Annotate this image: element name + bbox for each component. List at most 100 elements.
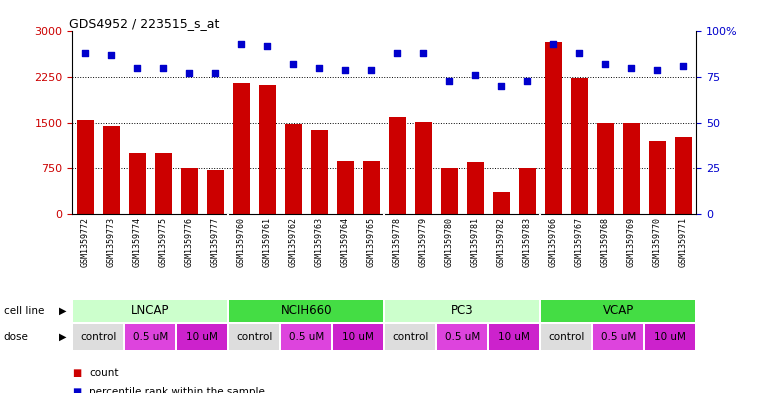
Text: GSM1359766: GSM1359766 xyxy=(549,217,558,267)
Text: GSM1359778: GSM1359778 xyxy=(393,217,402,267)
Bar xyxy=(129,153,146,214)
Text: control: control xyxy=(548,332,584,342)
Bar xyxy=(103,126,119,214)
Text: GSM1359769: GSM1359769 xyxy=(627,217,635,267)
Bar xyxy=(310,130,328,214)
Text: 10 uM: 10 uM xyxy=(342,332,374,342)
Bar xyxy=(77,120,94,214)
Bar xyxy=(73,300,228,322)
Point xyxy=(417,50,429,57)
Bar xyxy=(229,300,384,322)
Point xyxy=(105,52,117,58)
Bar xyxy=(489,325,540,350)
Bar xyxy=(385,300,540,322)
Bar xyxy=(207,170,224,214)
Bar xyxy=(541,325,591,350)
Text: GSM1359783: GSM1359783 xyxy=(523,217,532,267)
Bar xyxy=(337,161,354,214)
Bar xyxy=(154,152,172,214)
Point xyxy=(651,67,664,73)
Text: GSM1359767: GSM1359767 xyxy=(575,217,584,267)
Text: VCAP: VCAP xyxy=(603,304,634,317)
Text: GSM1359782: GSM1359782 xyxy=(497,217,506,267)
Text: percentile rank within the sample: percentile rank within the sample xyxy=(89,387,265,393)
Text: LNCAP: LNCAP xyxy=(131,304,170,317)
Text: GSM1359780: GSM1359780 xyxy=(445,217,454,267)
Text: GSM1359762: GSM1359762 xyxy=(289,217,298,267)
Text: NCIH660: NCIH660 xyxy=(281,304,332,317)
Text: ■: ■ xyxy=(72,387,81,393)
Point xyxy=(183,70,196,77)
Bar xyxy=(285,124,302,214)
Text: PC3: PC3 xyxy=(451,304,473,317)
Bar xyxy=(229,325,279,350)
Text: GSM1359776: GSM1359776 xyxy=(185,217,194,267)
Text: 10 uM: 10 uM xyxy=(654,332,686,342)
Text: 0.5 uM: 0.5 uM xyxy=(132,332,168,342)
Text: 0.5 uM: 0.5 uM xyxy=(288,332,324,342)
Text: 0.5 uM: 0.5 uM xyxy=(444,332,480,342)
Bar xyxy=(571,78,587,214)
Text: ■: ■ xyxy=(72,368,81,378)
Text: count: count xyxy=(89,368,119,378)
Point xyxy=(470,72,482,79)
Bar xyxy=(415,122,431,214)
Bar xyxy=(441,169,458,214)
Bar xyxy=(363,161,380,214)
Bar xyxy=(233,83,250,214)
Bar xyxy=(622,123,640,214)
Bar xyxy=(389,117,406,214)
Bar xyxy=(493,192,510,214)
Point xyxy=(677,63,689,69)
Point xyxy=(261,43,273,49)
Text: 10 uM: 10 uM xyxy=(186,332,218,342)
Point xyxy=(443,78,455,84)
Point xyxy=(131,65,143,71)
Bar xyxy=(597,123,614,214)
Text: cell line: cell line xyxy=(4,306,44,316)
Text: GSM1359771: GSM1359771 xyxy=(679,217,688,267)
Point xyxy=(391,50,403,57)
Point xyxy=(339,67,352,73)
Point xyxy=(287,61,299,68)
Bar xyxy=(385,325,435,350)
Point xyxy=(573,50,585,57)
Text: control: control xyxy=(236,332,272,342)
Point xyxy=(626,65,638,71)
Text: GSM1359773: GSM1359773 xyxy=(107,217,116,267)
Bar xyxy=(541,300,696,322)
Bar xyxy=(645,325,696,350)
Point xyxy=(495,83,508,90)
Text: GSM1359775: GSM1359775 xyxy=(159,217,167,267)
Text: GSM1359764: GSM1359764 xyxy=(341,217,350,267)
Text: GSM1359781: GSM1359781 xyxy=(471,217,479,267)
Bar xyxy=(259,85,275,214)
Text: GSM1359760: GSM1359760 xyxy=(237,217,246,267)
Text: GSM1359779: GSM1359779 xyxy=(419,217,428,267)
Bar xyxy=(282,325,331,350)
Text: dose: dose xyxy=(4,332,29,342)
Text: control: control xyxy=(80,332,116,342)
Bar xyxy=(438,325,487,350)
Bar xyxy=(181,169,198,214)
Text: GDS4952 / 223515_s_at: GDS4952 / 223515_s_at xyxy=(69,17,220,30)
Text: ▶: ▶ xyxy=(59,306,66,316)
Bar xyxy=(519,169,536,214)
Text: GSM1359761: GSM1359761 xyxy=(263,217,272,267)
Bar xyxy=(177,325,228,350)
Point xyxy=(547,41,559,48)
Point xyxy=(599,61,611,68)
Point xyxy=(365,67,377,73)
Point xyxy=(314,65,326,71)
Text: GSM1359765: GSM1359765 xyxy=(367,217,376,267)
Text: GSM1359777: GSM1359777 xyxy=(211,217,220,267)
Point xyxy=(209,70,221,77)
Bar xyxy=(73,325,123,350)
Point xyxy=(79,50,91,57)
Text: GSM1359768: GSM1359768 xyxy=(601,217,610,267)
Bar xyxy=(594,325,643,350)
Text: 0.5 uM: 0.5 uM xyxy=(600,332,636,342)
Text: control: control xyxy=(392,332,428,342)
Text: ▶: ▶ xyxy=(59,332,66,342)
Bar xyxy=(675,138,692,214)
